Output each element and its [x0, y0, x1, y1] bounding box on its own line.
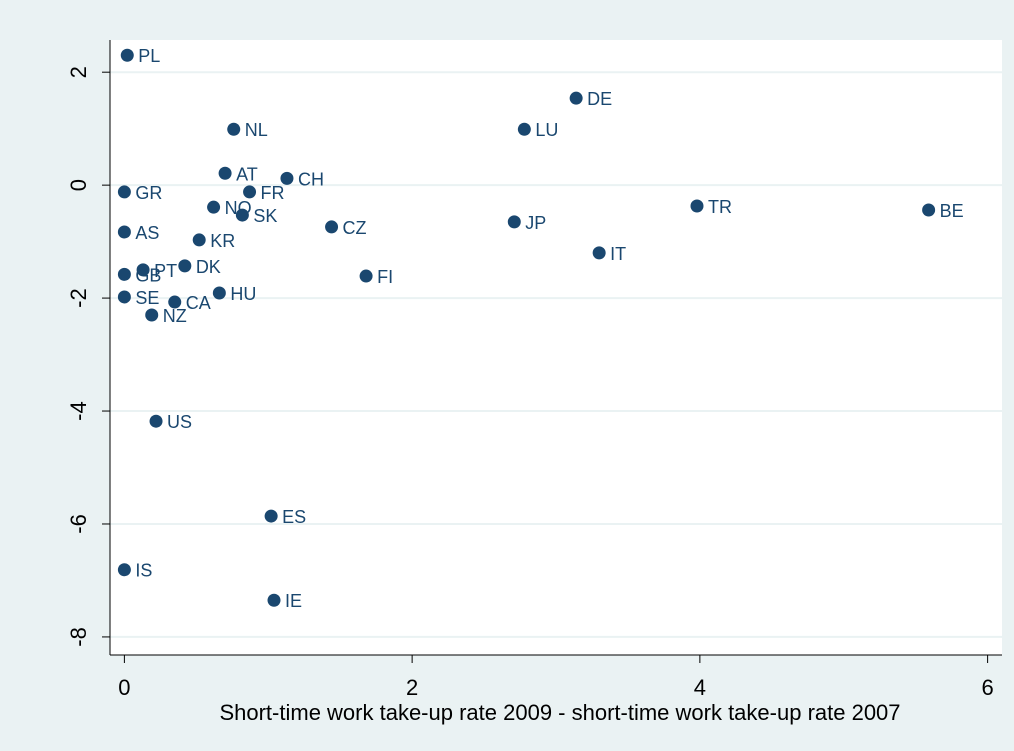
x-tick-label: 6 — [981, 675, 993, 700]
point-label: GB — [135, 265, 161, 285]
point-label: PL — [138, 46, 160, 66]
point — [136, 263, 150, 277]
point — [149, 414, 163, 428]
point-label: NL — [245, 120, 268, 140]
point-label: IT — [610, 244, 626, 264]
point-label: SE — [135, 288, 159, 308]
point-label: BE — [940, 201, 964, 221]
point-label: JP — [525, 213, 546, 233]
point — [168, 295, 182, 309]
point-label: DK — [196, 257, 221, 277]
point — [280, 171, 294, 185]
y-tick-label: -2 — [66, 288, 91, 308]
point — [117, 267, 131, 281]
point-label: CH — [298, 169, 324, 189]
point — [569, 91, 583, 105]
point — [690, 199, 704, 213]
point-label: AS — [135, 223, 159, 243]
point-label: IS — [135, 561, 152, 581]
point-label: CA — [186, 293, 211, 313]
point — [117, 563, 131, 577]
point — [264, 509, 278, 523]
point — [517, 122, 531, 136]
point — [120, 48, 134, 62]
point — [178, 259, 192, 273]
x-axis-title: Short-time work take-up rate 2009 - shor… — [219, 700, 900, 725]
point-label: SK — [253, 206, 277, 226]
point — [207, 200, 221, 214]
point — [235, 208, 249, 222]
point-label: AT — [236, 164, 258, 184]
y-tick-label: 2 — [66, 66, 91, 78]
point — [592, 246, 606, 260]
point-label: ES — [282, 507, 306, 527]
point-label: FI — [377, 267, 393, 287]
y-tick-label: -8 — [66, 627, 91, 647]
point — [359, 269, 373, 283]
point — [267, 593, 281, 607]
x-tick-label: 2 — [406, 675, 418, 700]
point — [325, 220, 339, 234]
y-tick-label: 0 — [66, 179, 91, 191]
point — [117, 225, 131, 239]
point-label: LU — [535, 120, 558, 140]
point-label: IE — [285, 591, 302, 611]
point-label: NZ — [163, 306, 187, 326]
point-label: GR — [135, 183, 162, 203]
point-label: US — [167, 412, 192, 432]
y-tick-label: -6 — [66, 514, 91, 534]
point — [922, 203, 936, 217]
point — [145, 308, 159, 322]
plot-area — [110, 40, 1002, 655]
point-label: DE — [587, 89, 612, 109]
point-label: HU — [230, 284, 256, 304]
point — [117, 185, 131, 199]
point-label: CZ — [343, 218, 367, 238]
y-tick-label: -4 — [66, 401, 91, 421]
point — [227, 122, 241, 136]
point-label: PT — [154, 261, 177, 281]
point — [117, 290, 131, 304]
point-label: TR — [708, 197, 732, 217]
point — [212, 286, 226, 300]
point — [243, 185, 257, 199]
point — [192, 233, 206, 247]
x-tick-label: 0 — [118, 675, 130, 700]
point-label: FR — [261, 183, 285, 203]
point — [218, 166, 232, 180]
point — [507, 215, 521, 229]
point-label: KR — [210, 231, 235, 251]
x-tick-label: 4 — [694, 675, 706, 700]
